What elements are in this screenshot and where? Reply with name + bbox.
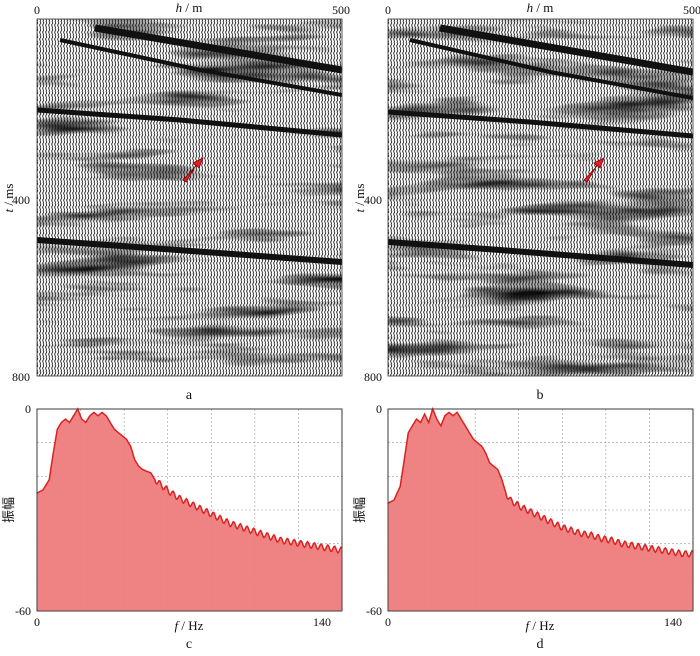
spectrum-line-d xyxy=(387,406,694,558)
arrow-marker-a xyxy=(182,157,204,183)
seismic-image-b xyxy=(388,19,693,376)
y-tick-a-400: 400 xyxy=(12,193,30,207)
y-tick-d-0: 0 xyxy=(376,402,382,416)
spectrum-area-d xyxy=(388,409,693,611)
y-axis-label-c: 振幅 xyxy=(1,497,16,523)
x-tick-d-140: 140 xyxy=(664,615,682,629)
spectrum-panel-d: 0 -60 0 140 f / Hz 振幅 d xyxy=(352,402,694,652)
y-tick-b-800: 800 xyxy=(364,370,382,384)
panel-label-c: c xyxy=(186,637,192,652)
x-tick-a-0: 0 xyxy=(34,3,40,17)
x-tick-b-500: 500 xyxy=(683,3,700,17)
x-axis-label-b: h / m xyxy=(527,0,554,15)
y-tick-a-800: 800 xyxy=(12,370,30,384)
arrow-marker-b xyxy=(583,157,605,183)
panel-label-d: d xyxy=(537,637,544,652)
spectrum-area-c xyxy=(37,409,342,611)
y-tick-d-60: -60 xyxy=(366,604,382,618)
seismic-panel-b: h / m 0 500 t / ms 400 800 b xyxy=(352,0,700,403)
seismic-panel-a: h / m 0 500 t / ms 400 800 a xyxy=(1,0,350,403)
spectrum-line-c xyxy=(36,407,343,555)
x-tick-c-140: 140 xyxy=(313,615,331,629)
y-tick-c-60: -60 xyxy=(15,604,31,618)
y-tick-b-400: 400 xyxy=(364,193,382,207)
y-axis-label-b: t / ms xyxy=(352,184,367,213)
y-axis-label-a: t / ms xyxy=(1,184,16,213)
x-axis-label-c: f / Hz xyxy=(175,618,204,633)
seismic-image-a xyxy=(37,19,342,376)
y-axis-label-d: 振幅 xyxy=(352,497,367,523)
x-tick-d-0: 0 xyxy=(385,615,391,629)
x-tick-c-0: 0 xyxy=(34,615,40,629)
x-tick-a-500: 500 xyxy=(332,3,350,17)
x-axis-label-d: f / Hz xyxy=(526,618,555,633)
x-tick-b-0: 0 xyxy=(385,3,391,17)
panel-label-a: a xyxy=(186,388,193,403)
spectrum-panel-c: 0 -60 0 140 f / Hz 振幅 c xyxy=(1,402,343,652)
y-tick-c-0: 0 xyxy=(25,402,31,416)
panel-label-b: b xyxy=(537,388,544,403)
x-axis-label-a: h / m xyxy=(176,0,203,15)
